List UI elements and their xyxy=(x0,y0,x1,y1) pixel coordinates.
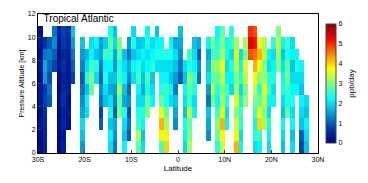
svg-text:10: 10 xyxy=(28,34,36,41)
svg-text:0: 0 xyxy=(338,139,342,146)
svg-text:30S: 30S xyxy=(32,156,45,163)
svg-text:3: 3 xyxy=(338,80,342,87)
svg-text:Tropical Atlantic: Tropical Atlantic xyxy=(44,13,114,24)
svg-text:ppb/day: ppb/day xyxy=(347,69,356,97)
svg-text:2: 2 xyxy=(32,126,36,133)
svg-text:2: 2 xyxy=(338,100,342,107)
svg-text:10S: 10S xyxy=(125,156,138,163)
svg-text:20N: 20N xyxy=(265,156,278,163)
svg-text:0: 0 xyxy=(32,149,36,156)
svg-text:8: 8 xyxy=(32,57,36,64)
svg-text:Pressure Altitude [km]: Pressure Altitude [km] xyxy=(18,49,26,117)
svg-text:10N: 10N xyxy=(218,156,231,163)
svg-text:30N: 30N xyxy=(312,156,325,163)
svg-text:5: 5 xyxy=(338,40,342,47)
svg-text:20S: 20S xyxy=(78,156,91,163)
svg-text:6: 6 xyxy=(338,20,342,27)
svg-text:Latitude: Latitude xyxy=(164,164,193,173)
svg-text:0: 0 xyxy=(176,156,180,163)
svg-text:1: 1 xyxy=(338,120,342,127)
svg-text:4: 4 xyxy=(32,103,36,110)
svg-text:4: 4 xyxy=(338,60,342,67)
svg-text:6: 6 xyxy=(32,80,36,87)
svg-text:12: 12 xyxy=(28,10,36,17)
